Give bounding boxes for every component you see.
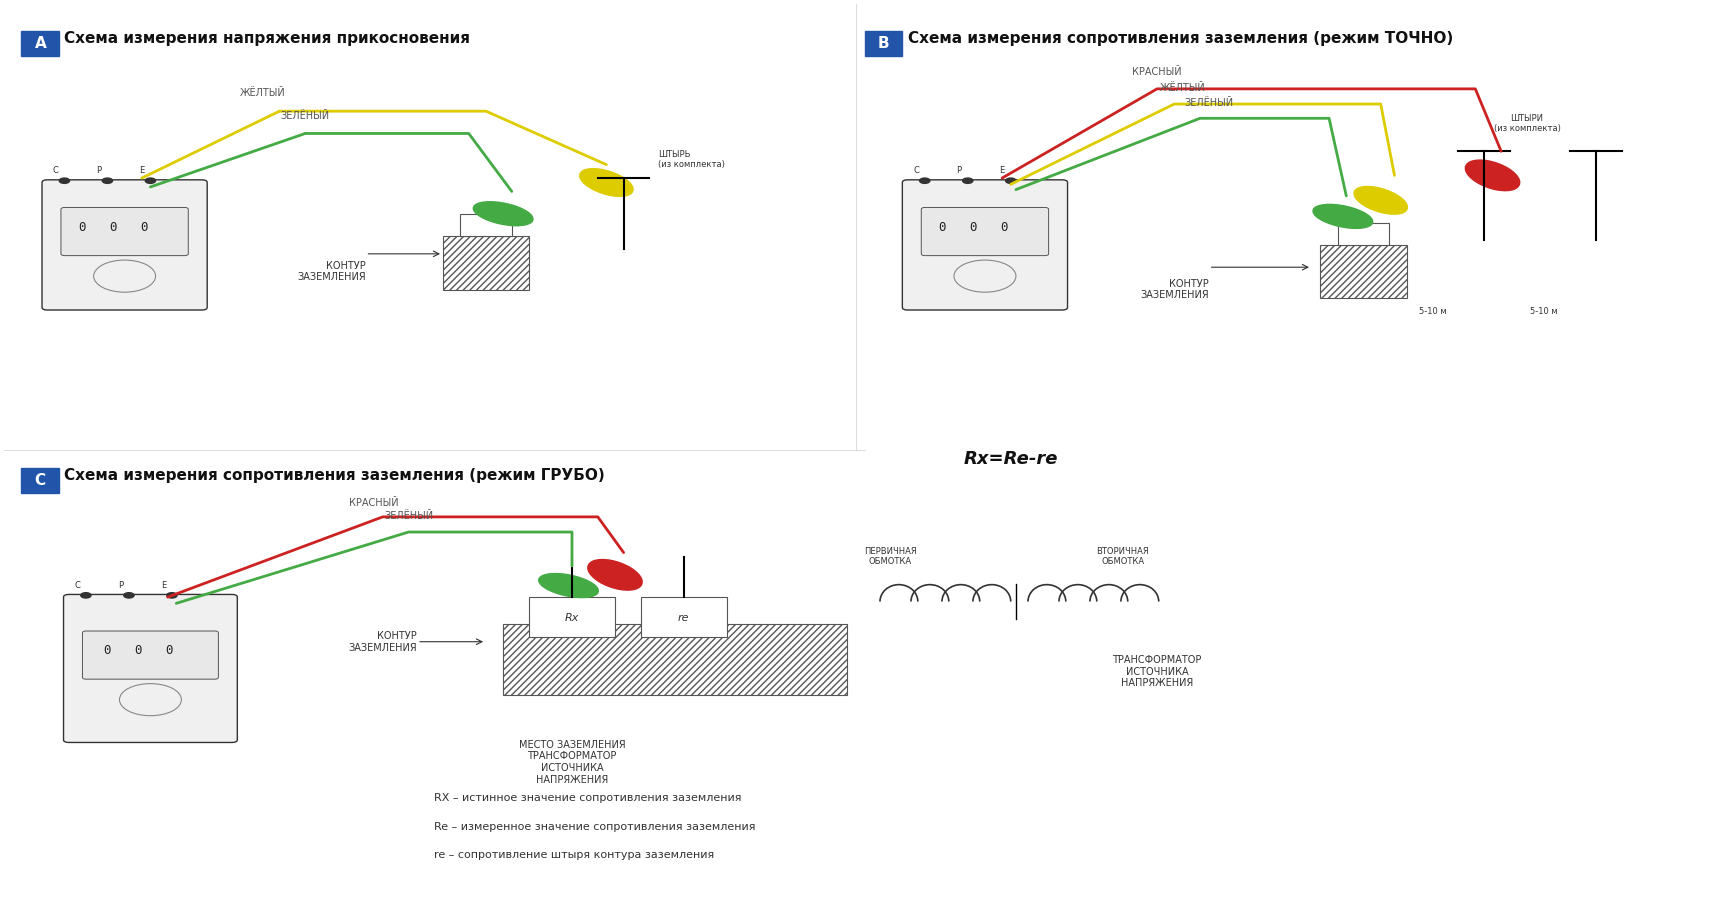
Text: P: P bbox=[956, 166, 961, 176]
Text: Схема измерения сопротивления заземления (режим ТОЧНО): Схема измерения сопротивления заземления… bbox=[908, 31, 1452, 46]
Text: 5-10 м: 5-10 м bbox=[1530, 307, 1558, 316]
FancyBboxPatch shape bbox=[61, 208, 188, 256]
Text: E: E bbox=[161, 581, 166, 590]
Ellipse shape bbox=[474, 202, 533, 226]
Circle shape bbox=[166, 593, 176, 598]
Circle shape bbox=[1006, 178, 1017, 184]
Text: 5-10 м: 5-10 м bbox=[1418, 307, 1445, 316]
Text: КРАСНЫЙ: КРАСНЫЙ bbox=[349, 498, 399, 508]
FancyBboxPatch shape bbox=[903, 180, 1067, 310]
Text: 0: 0 bbox=[135, 644, 142, 657]
FancyBboxPatch shape bbox=[64, 594, 237, 742]
Ellipse shape bbox=[588, 560, 641, 590]
Text: КОНТУР
ЗАЗЕМЛЕНИЯ: КОНТУР ЗАЗЕМЛЕНИЯ bbox=[297, 261, 365, 283]
Text: 0: 0 bbox=[166, 644, 173, 657]
Text: re: re bbox=[678, 613, 690, 623]
Text: ЗЕЛЁНЫЙ: ЗЕЛЁНЫЙ bbox=[280, 111, 330, 121]
Text: ТРАНСФОРМАТОР
ИСТОЧНИКА
НАПРЯЖЕНИЯ: ТРАНСФОРМАТОР ИСТОЧНИКА НАПРЯЖЕНИЯ bbox=[1112, 655, 1202, 688]
FancyBboxPatch shape bbox=[41, 180, 207, 310]
Circle shape bbox=[963, 178, 973, 184]
Text: 0: 0 bbox=[109, 220, 116, 234]
Ellipse shape bbox=[539, 573, 598, 598]
FancyBboxPatch shape bbox=[21, 31, 59, 56]
Bar bbox=[1338, 222, 1390, 245]
Text: ВТОРИЧНАЯ
ОБМОТКА: ВТОРИЧНАЯ ОБМОТКА bbox=[1096, 546, 1150, 566]
Circle shape bbox=[102, 178, 112, 184]
Text: 0: 0 bbox=[140, 220, 147, 234]
Text: C: C bbox=[35, 472, 47, 488]
Ellipse shape bbox=[579, 168, 633, 196]
Bar bbox=[1321, 245, 1406, 299]
Text: 0: 0 bbox=[78, 220, 85, 234]
Text: Схема измерения напряжения прикосновения: Схема измерения напряжения прикосновения bbox=[64, 31, 470, 46]
Text: C: C bbox=[913, 166, 920, 176]
Text: 0: 0 bbox=[939, 220, 946, 234]
Bar bbox=[443, 236, 529, 290]
Text: ЖЁЛТЫЙ: ЖЁЛТЫЙ bbox=[239, 88, 285, 98]
Text: ШТЫРИ
(из комплекта): ШТЫРИ (из комплекта) bbox=[1494, 114, 1560, 133]
Text: 0: 0 bbox=[999, 220, 1008, 234]
Text: Rx=Re-re: Rx=Re-re bbox=[963, 450, 1058, 468]
Text: C: C bbox=[74, 581, 80, 590]
Circle shape bbox=[920, 178, 930, 184]
Text: КРАСНЫЙ: КРАСНЫЙ bbox=[1132, 68, 1183, 77]
FancyBboxPatch shape bbox=[21, 468, 59, 493]
Text: КОНТУР
ЗАЗЕМЛЕНИЯ: КОНТУР ЗАЗЕМЛЕНИЯ bbox=[1139, 279, 1209, 301]
Circle shape bbox=[81, 593, 92, 598]
Bar bbox=[460, 213, 512, 236]
FancyBboxPatch shape bbox=[83, 631, 218, 680]
Text: Схема измерения сопротивления заземления (режим ГРУБО): Схема измерения сопротивления заземления… bbox=[64, 468, 605, 482]
Ellipse shape bbox=[1312, 204, 1373, 229]
Text: B: B bbox=[878, 36, 889, 51]
Text: RX – истинное значение сопротивления заземления: RX – истинное значение сопротивления заз… bbox=[434, 793, 742, 804]
Text: E: E bbox=[999, 166, 1005, 176]
Text: 0: 0 bbox=[104, 644, 111, 657]
Text: A: A bbox=[35, 36, 47, 51]
Text: МЕСТО ЗАЗЕМЛЕНИЯ
ТРАНСФОРМАТОР
ИСТОЧНИКА
НАПРЯЖЕНИЯ: МЕСТО ЗАЗЕМЛЕНИЯ ТРАНСФОРМАТОР ИСТОЧНИКА… bbox=[519, 740, 626, 785]
Bar bbox=[641, 597, 726, 637]
Circle shape bbox=[145, 178, 156, 184]
FancyBboxPatch shape bbox=[922, 208, 1048, 256]
Circle shape bbox=[59, 178, 69, 184]
Text: Rx: Rx bbox=[565, 613, 579, 623]
Text: 0: 0 bbox=[970, 220, 977, 234]
Text: ШТЫРЬ
(из комплекта): ШТЫРЬ (из комплекта) bbox=[659, 149, 724, 169]
Bar bbox=[503, 624, 847, 695]
Text: re – сопротивление штыря контура заземления: re – сопротивление штыря контура заземле… bbox=[434, 850, 714, 860]
Text: ЗЕЛЁНЫЙ: ЗЕЛЁНЫЙ bbox=[384, 511, 432, 521]
Text: E: E bbox=[140, 166, 145, 176]
Text: КОНТУР
ЗАЗЕМЛЕНИЯ: КОНТУР ЗАЗЕМЛЕНИЯ bbox=[349, 631, 417, 652]
Ellipse shape bbox=[1466, 160, 1520, 191]
Text: C: C bbox=[54, 166, 59, 176]
Text: P: P bbox=[118, 581, 123, 590]
FancyBboxPatch shape bbox=[864, 31, 903, 56]
Circle shape bbox=[124, 593, 135, 598]
Text: P: P bbox=[97, 166, 102, 176]
Bar bbox=[529, 597, 616, 637]
Text: ЗЕЛЁНЫЙ: ЗЕЛЁНЫЙ bbox=[1184, 98, 1233, 109]
Text: ЖЁЛТЫЙ: ЖЁЛТЫЙ bbox=[1160, 84, 1205, 94]
Text: Re – измеренное значение сопротивления заземления: Re – измеренное значение сопротивления з… bbox=[434, 822, 756, 832]
Ellipse shape bbox=[1354, 186, 1407, 214]
Text: ПЕРВИЧНАЯ
ОБМОТКА: ПЕРВИЧНАЯ ОБМОТКА bbox=[864, 546, 916, 566]
